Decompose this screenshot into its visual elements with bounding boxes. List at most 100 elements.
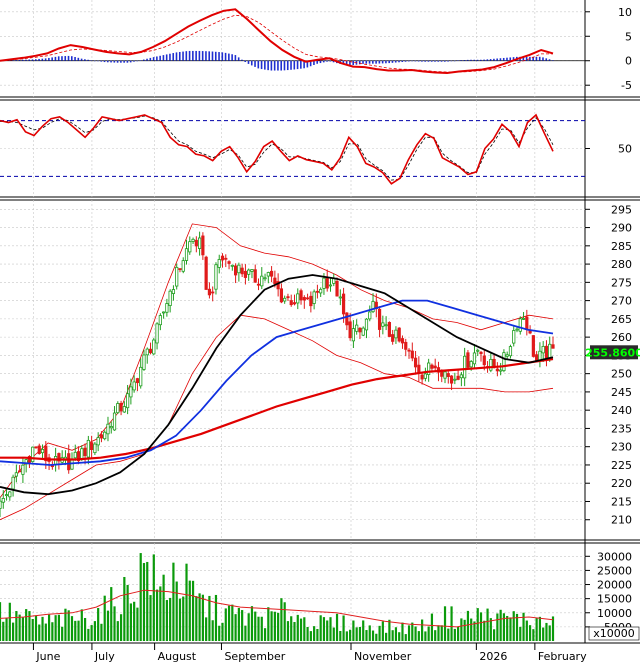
candle-body [381,322,385,327]
candle-body [188,241,192,253]
y-tick-label: 275 [611,276,632,289]
candle-body [204,256,208,290]
volume-bar [0,602,2,641]
candle-body [413,357,418,368]
macd-histogram-bar [329,60,332,62]
volume-bar [100,623,103,641]
macd-histogram-bar [149,57,152,61]
macd-histogram-bar [437,60,440,62]
macd-histogram-bar [483,59,485,61]
volume-bar [169,597,172,641]
volume-bar [182,596,185,641]
grid-layer [0,0,585,643]
volume-bar [214,594,218,641]
macd-histogram-bar [509,57,512,61]
volume-bar [64,608,67,641]
volume-bar [375,633,378,641]
y-tick-label: 270 [611,295,632,308]
bollinger-lower [0,314,554,521]
macd-histogram-bar [342,60,345,65]
macd-histogram-bar [41,58,44,61]
candle-body [260,275,264,287]
volume-bar [234,614,237,641]
y-tick-label: 295 [611,203,632,216]
macd-histogram-bar [84,59,86,61]
volume-bar [309,631,312,641]
candle-body [400,338,405,344]
macd-histogram-bar [156,56,158,61]
macd-histogram-bar [378,60,381,64]
macd-histogram-bar [381,60,384,64]
y-tick-label: 215 [611,495,632,508]
candle-body [201,235,205,256]
volume-bar [205,617,208,641]
volume-bar [362,620,365,641]
macd-histogram-bar [264,60,266,70]
volume-bar [457,626,460,641]
volume-bar [8,602,11,641]
candle-body [391,334,395,342]
candle-body [86,439,90,458]
y-tick-label: 260 [611,331,632,344]
volume-bar [463,619,466,641]
macd-histogram-bar [277,60,279,71]
macd-histogram-bar [152,57,155,61]
volume-bar [450,606,453,641]
volume-bar [453,628,456,641]
macd-histogram-bar [411,60,413,62]
candle-body [109,426,113,429]
volume-bar [538,616,542,641]
candle-body [544,345,549,359]
volume-bar [394,627,398,641]
volume-bar [260,616,263,641]
macd-histogram-bar [208,51,211,61]
volume-bar [414,626,417,641]
volume-bar [417,631,420,641]
macd-histogram-bar [270,60,273,71]
macd-histogram-bar [414,60,417,62]
volume-bar [34,615,38,641]
candle-body [508,346,513,357]
macd-histogram-bar [408,60,410,62]
y-tick-label: 280 [611,258,632,271]
candle-body [40,448,45,454]
macd-histogram-bar [296,60,299,70]
macd-histogram-bar [25,59,27,61]
macd-histogram-bar [77,57,80,61]
candle-body [158,315,162,326]
volume-bar [201,594,204,641]
candle-body [302,297,306,301]
candle-body [129,386,133,398]
macd-histogram-bar [97,60,99,62]
macd-histogram-bar [394,60,397,63]
volume-bar [470,618,473,641]
volume-bar [476,608,479,641]
candle-body [217,259,221,268]
candle-body [423,373,427,379]
candle-body [80,448,84,460]
x-tick-label: February [538,650,587,663]
candle-body [162,311,166,314]
ma-blue-line [0,299,554,466]
macd-histogram-bar [368,60,371,64]
macd-histogram-bar [489,59,492,61]
macd-histogram-bar [535,56,538,61]
volume-bar [371,630,375,641]
volume-bar [365,630,368,641]
volume-bar [139,553,142,641]
volume-bar [528,625,532,641]
candle-body [305,297,310,300]
candle-body [328,284,333,287]
y-tick-label: 230 [611,441,632,454]
volume-bar [483,620,486,641]
volume-bar [103,595,106,641]
macd-histogram-bar [372,60,374,64]
macd-histogram-bar [444,60,446,62]
volume-bar [195,596,198,641]
macd-histogram-bar [116,60,119,63]
macd-histogram-bar [146,58,148,61]
volume-bar [519,626,522,641]
candle-body [512,330,516,344]
